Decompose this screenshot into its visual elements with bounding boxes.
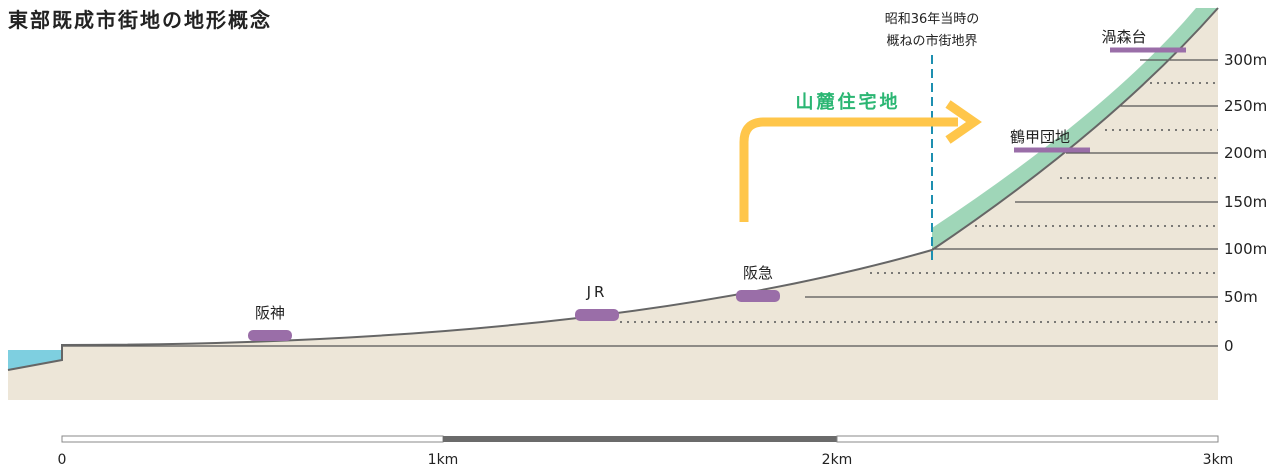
boundary-label-line2: 概ねの市街地界: [886, 33, 977, 49]
elev-label-300: 300m: [1224, 51, 1267, 69]
boundary-label-line1: 昭和36年当時の: [885, 12, 980, 27]
elev-label-100: 100m: [1224, 240, 1267, 258]
arrow-head: [945, 100, 982, 144]
arrow-label: 山麓住宅地: [796, 91, 901, 113]
scale-label-1km: 1km: [428, 452, 459, 467]
tsurukabuto-label: 鶴甲団地: [1010, 128, 1070, 146]
hanshin-label: 阪神: [255, 304, 285, 322]
jr-station-marker: [575, 309, 619, 321]
elev-label-150: 150m: [1224, 193, 1267, 211]
uzumoridai-label: 渦森台: [1101, 28, 1146, 46]
scale-segment-0-1: [61, 435, 444, 443]
sea-area: [8, 350, 62, 370]
scale-label-0: 0: [58, 452, 67, 467]
elev-label-250: 250m: [1224, 97, 1267, 115]
slope-residential-band: [932, 8, 1218, 250]
elev-label-0: 0: [1224, 337, 1234, 355]
elevation-axis: 300m 250m 200m 150m 100m 50m 0: [1224, 51, 1267, 355]
intermediate-contours: [620, 82, 1218, 323]
scale-segment-1-2: [443, 436, 837, 442]
contour-lines: [62, 59, 1218, 347]
scale-bar: 0 1km 2km 3km: [58, 435, 1234, 467]
scale-segment-2-3: [836, 435, 1219, 443]
hanshin-station-marker: [248, 330, 292, 341]
jr-label: JR: [586, 283, 608, 301]
residential-expansion-arrow: [739, 117, 958, 222]
scale-label-2km: 2km: [822, 452, 853, 467]
ground-area: [8, 8, 1218, 400]
hankyu-label: 阪急: [743, 264, 773, 282]
scale-label-3km: 3km: [1203, 452, 1234, 467]
elev-label-50: 50m: [1224, 288, 1258, 306]
diagram-title: 東部既成市街地の地形概念: [8, 8, 272, 32]
hankyu-station-marker: [736, 290, 780, 302]
elev-label-200: 200m: [1224, 144, 1267, 162]
